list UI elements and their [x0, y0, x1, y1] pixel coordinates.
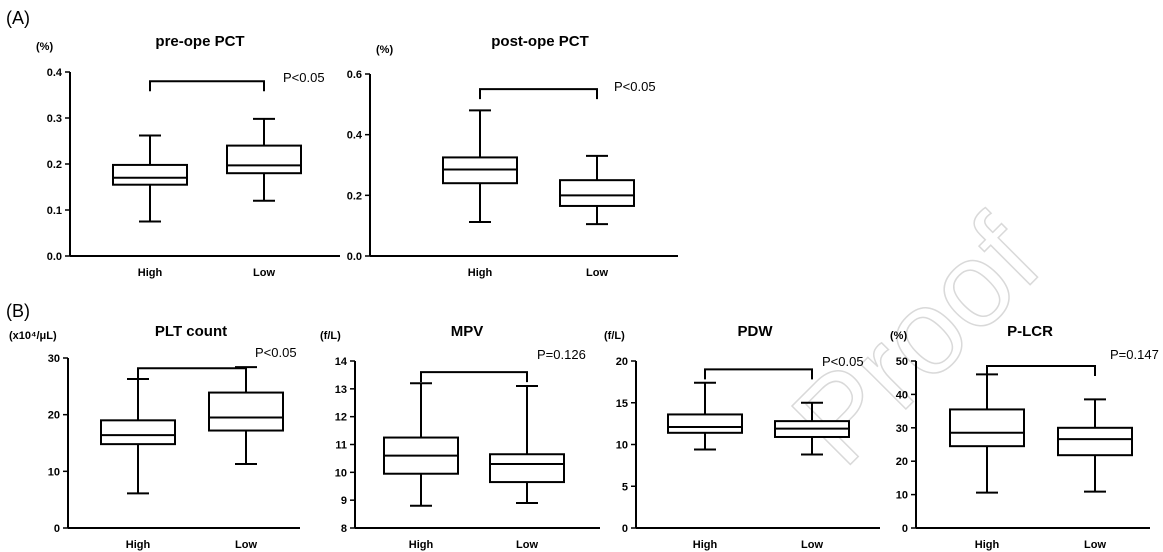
- box-low: [774, 401, 850, 456]
- box-high: [667, 381, 743, 451]
- category-label: High: [126, 539, 151, 551]
- y-tick-label: 13: [335, 384, 347, 396]
- box-low: [559, 154, 635, 226]
- y-tick-label: 0.4: [347, 130, 363, 142]
- chart-title: PDW: [738, 323, 774, 340]
- chart-1: pre-ope PCT (%) 0.0 0.1 0.2 0.3 0.4 High Low P<0.…: [36, 33, 340, 279]
- y-tick-label: 50: [896, 356, 908, 368]
- charts-group: pre-ope PCT (%) 0.0 0.1 0.2 0.3 0.4 High Low P<0.…: [9, 33, 1159, 551]
- chart-title: pre-ope PCT: [155, 33, 244, 50]
- box-high: [112, 134, 188, 223]
- y-tick-label: 0.4: [47, 67, 63, 79]
- y-tick-label: 40: [896, 389, 908, 401]
- y-tick-label: 0.2: [47, 159, 62, 171]
- significance-bracket: [986, 365, 1096, 377]
- chart-2: post-ope PCT (%) 0.0 0.2 0.4 0.6 High Low P<0.05: [347, 33, 678, 279]
- panel-label-a: (A): [6, 8, 30, 28]
- box-iqr: [667, 413, 743, 434]
- y-tick-label: 0: [622, 523, 628, 535]
- y-tick-label: 8: [341, 523, 347, 535]
- significance-bracket: [479, 88, 598, 100]
- y-tick-label: 0.3: [47, 113, 62, 125]
- y-unit-label: (%): [890, 330, 907, 342]
- y-tick-label: 20: [896, 456, 908, 468]
- category-label: Low: [235, 539, 257, 551]
- box-iqr: [489, 453, 565, 484]
- p-value-label: P<0.05: [255, 345, 297, 360]
- p-value-label: P<0.05: [822, 354, 864, 369]
- y-tick-label: 0.1: [47, 205, 62, 217]
- category-label: High: [409, 539, 434, 551]
- y-tick-label: 10: [896, 490, 908, 502]
- y-tick-label: 20: [48, 410, 60, 422]
- y-tick-label: 12: [335, 412, 347, 424]
- chart-3: PLT count (x10⁴/μL) 0 10 20 30 High Low P<0.05: [9, 323, 300, 551]
- significance-bracket: [704, 368, 813, 380]
- box-low: [208, 366, 284, 465]
- y-tick-label: 10: [48, 466, 60, 478]
- category-label: Low: [253, 267, 275, 279]
- y-tick-label: 0.2: [347, 190, 362, 202]
- category-label: High: [975, 539, 1000, 551]
- category-label: High: [468, 267, 493, 279]
- panel-label-b: (B): [6, 301, 30, 321]
- p-value-label: P<0.05: [283, 70, 325, 85]
- y-unit-label: (f/L): [320, 330, 341, 342]
- y-tick-label: 30: [48, 353, 60, 365]
- chart-title: P-LCR: [1007, 323, 1053, 340]
- y-tick-label: 11: [335, 440, 347, 452]
- chart-6: P-LCR (%) 0 10 20 30 40 50 High Low P=0.147: [890, 323, 1159, 551]
- box-iqr: [226, 144, 302, 175]
- box-high: [949, 373, 1025, 494]
- y-tick-label: 30: [896, 423, 908, 435]
- box-high: [383, 382, 459, 507]
- y-unit-label: (x10⁴/μL): [9, 330, 57, 342]
- y-tick-label: 0: [54, 523, 60, 535]
- box-high: [442, 109, 518, 224]
- box-iqr: [559, 179, 635, 207]
- box-iqr: [949, 408, 1025, 448]
- chart-5: PDW (f/L) 0 5 10 15 20 High Low P<0.05: [604, 323, 880, 551]
- chart-title: MPV: [451, 323, 484, 340]
- category-label: High: [138, 267, 163, 279]
- y-unit-label: (f/L): [604, 330, 625, 342]
- box-high: [100, 377, 176, 495]
- category-label: Low: [586, 267, 608, 279]
- category-label: Low: [516, 539, 538, 551]
- y-tick-label: 10: [335, 467, 347, 479]
- y-tick-label: 10: [616, 440, 628, 452]
- y-tick-label: 0.0: [347, 251, 362, 263]
- y-unit-label: (%): [36, 41, 53, 53]
- y-tick-label: 0: [902, 523, 908, 535]
- p-value-label: P=0.126: [537, 347, 586, 362]
- y-tick-label: 0.0: [47, 251, 62, 263]
- y-tick-label: 14: [335, 356, 348, 368]
- y-tick-label: 9: [341, 495, 347, 507]
- box-low: [226, 117, 302, 202]
- chart-title: PLT count: [155, 323, 227, 340]
- significance-bracket: [137, 367, 247, 379]
- y-tick-label: 20: [616, 356, 628, 368]
- chart-4: MPV (f/L) 8 9 10 11 12 13 14 High Low P=0.126: [320, 323, 600, 551]
- box-iqr: [100, 419, 176, 446]
- box-iqr: [1057, 426, 1133, 457]
- box-low: [489, 385, 565, 504]
- chart-title: post-ope PCT: [491, 33, 589, 50]
- y-tick-label: 0.6: [347, 69, 362, 81]
- category-label: High: [693, 539, 718, 551]
- box-iqr: [112, 163, 188, 186]
- category-label: Low: [1084, 539, 1106, 551]
- significance-bracket: [420, 371, 528, 383]
- y-tick-label: 15: [616, 398, 628, 410]
- box-low: [1057, 398, 1133, 493]
- y-tick-label: 5: [622, 481, 628, 493]
- y-unit-label: (%): [376, 44, 393, 56]
- p-value-label: P<0.05: [614, 79, 656, 94]
- p-value-label: P=0.147: [1110, 347, 1159, 362]
- category-label: Low: [801, 539, 823, 551]
- box-iqr: [208, 391, 284, 432]
- significance-bracket: [149, 80, 265, 92]
